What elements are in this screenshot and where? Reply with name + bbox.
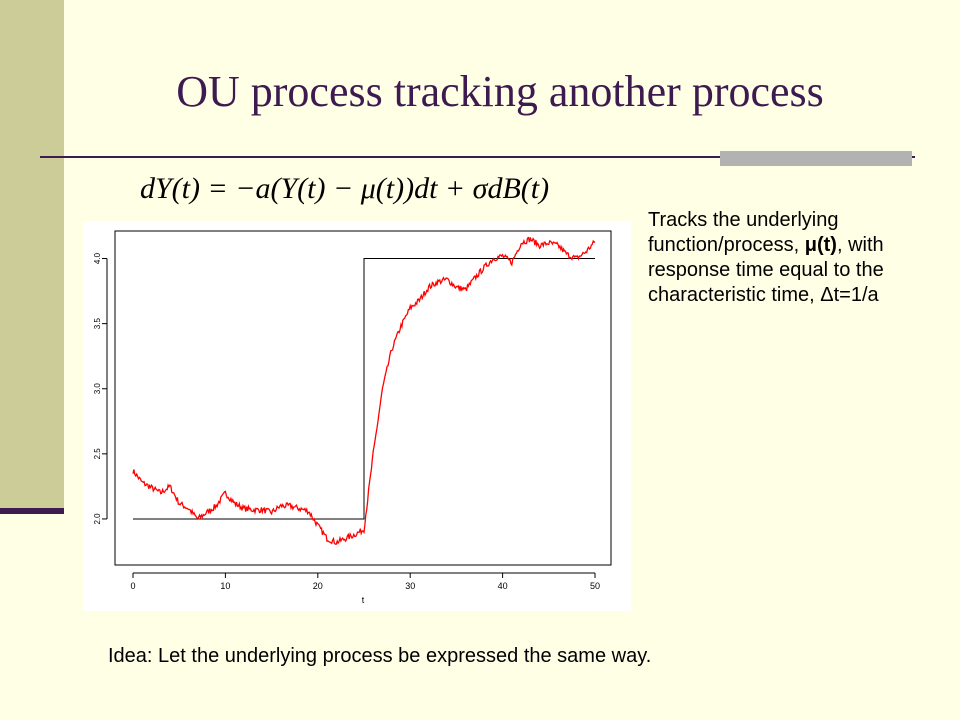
y-tick-label: 3.0 <box>93 383 102 395</box>
ou-equation: dY(t) = −a(Y(t) − μ(t))dt + σdB(t) <box>140 172 550 205</box>
process-chart: 0 10 20 30 40 50 2.0 2.5 3.0 3.5 4.0 t <box>83 221 631 611</box>
x-tick-label: 40 <box>498 581 508 591</box>
y-tick-label: 4.0 <box>93 252 102 264</box>
side-text-part1: Tracks the underlying function/process, <box>648 209 839 256</box>
ou-process-line <box>132 236 596 545</box>
y-tick-label: 2.0 <box>93 513 102 525</box>
side-explanation: Tracks the underlying function/process, … <box>648 208 908 308</box>
chart-svg: 0 10 20 30 40 50 2.0 2.5 3.0 3.5 4.0 t <box>93 230 612 605</box>
x-tick-label: 0 <box>130 581 135 591</box>
title-rule-accent <box>720 151 912 166</box>
mu-symbol: μ(t) <box>804 234 837 256</box>
x-tick-label: 30 <box>405 581 415 591</box>
title-rule <box>40 156 915 158</box>
x-tick-label: 50 <box>590 581 600 591</box>
delta-t-formula: Δt=1/a <box>820 284 879 306</box>
y-tick-label: 2.5 <box>93 448 102 460</box>
x-axis-label: t <box>362 595 365 605</box>
x-axis: 0 10 20 30 40 50 <box>130 572 600 591</box>
slide-title: OU process tracking another process <box>176 67 824 116</box>
left-accent-bar <box>0 0 64 510</box>
left-accent-underline <box>0 508 64 514</box>
plot-frame <box>114 230 612 566</box>
side-text-part2: , with response time equal to the charac… <box>648 234 884 306</box>
x-tick-label: 20 <box>313 581 323 591</box>
y-axis: 2.0 2.5 3.0 3.5 4.0 <box>93 252 108 525</box>
x-tick-label: 10 <box>220 581 230 591</box>
y-tick-label: 3.5 <box>93 318 102 330</box>
step-function-line <box>133 258 595 520</box>
series-layer <box>132 236 596 545</box>
idea-text: Idea: Let the underlying process be expr… <box>108 645 652 667</box>
